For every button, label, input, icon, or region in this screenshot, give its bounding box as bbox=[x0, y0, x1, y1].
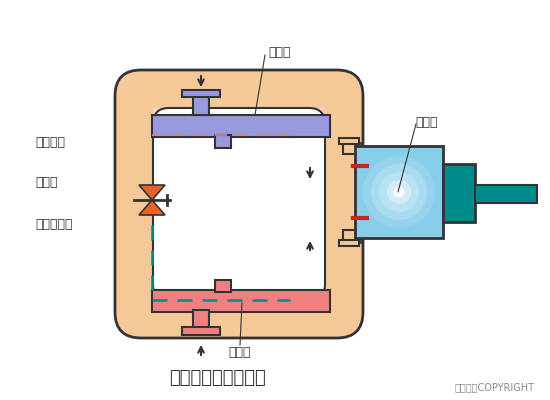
Bar bbox=[193, 310, 209, 328]
Text: 蒸气压缩式制冷系统: 蒸气压缩式制冷系统 bbox=[169, 369, 266, 387]
Text: 高压液体: 高压液体 bbox=[35, 136, 65, 148]
Bar bbox=[343, 140, 357, 154]
Circle shape bbox=[371, 164, 427, 220]
Bar bbox=[355, 146, 443, 238]
Bar bbox=[475, 185, 537, 203]
Bar bbox=[443, 164, 475, 222]
Circle shape bbox=[393, 186, 405, 198]
Circle shape bbox=[379, 172, 419, 212]
Circle shape bbox=[363, 156, 435, 228]
FancyBboxPatch shape bbox=[153, 108, 325, 300]
Circle shape bbox=[395, 188, 403, 196]
Bar bbox=[152, 290, 330, 312]
Bar bbox=[339, 138, 359, 144]
Polygon shape bbox=[153, 108, 325, 300]
Bar bbox=[193, 95, 209, 115]
Bar bbox=[215, 280, 231, 292]
Bar bbox=[339, 240, 359, 246]
Bar bbox=[182, 90, 220, 97]
Text: 膨胀阀: 膨胀阀 bbox=[35, 176, 58, 188]
Text: 蒸发器: 蒸发器 bbox=[228, 346, 250, 358]
Text: 压缩机: 压缩机 bbox=[415, 116, 437, 128]
Bar bbox=[215, 135, 231, 148]
Bar bbox=[343, 230, 357, 244]
Bar bbox=[357, 232, 361, 243]
Text: 低压湿蒸气: 低压湿蒸气 bbox=[35, 218, 73, 232]
Bar bbox=[152, 115, 330, 137]
Circle shape bbox=[387, 180, 411, 204]
Bar bbox=[357, 143, 361, 154]
Polygon shape bbox=[139, 185, 165, 200]
Bar bbox=[182, 327, 220, 335]
FancyBboxPatch shape bbox=[115, 70, 363, 338]
Text: 东方仿真COPYRIGHT: 东方仿真COPYRIGHT bbox=[455, 382, 535, 392]
Text: 冷凝器: 冷凝器 bbox=[268, 46, 290, 58]
Polygon shape bbox=[153, 108, 325, 300]
Polygon shape bbox=[139, 200, 165, 215]
